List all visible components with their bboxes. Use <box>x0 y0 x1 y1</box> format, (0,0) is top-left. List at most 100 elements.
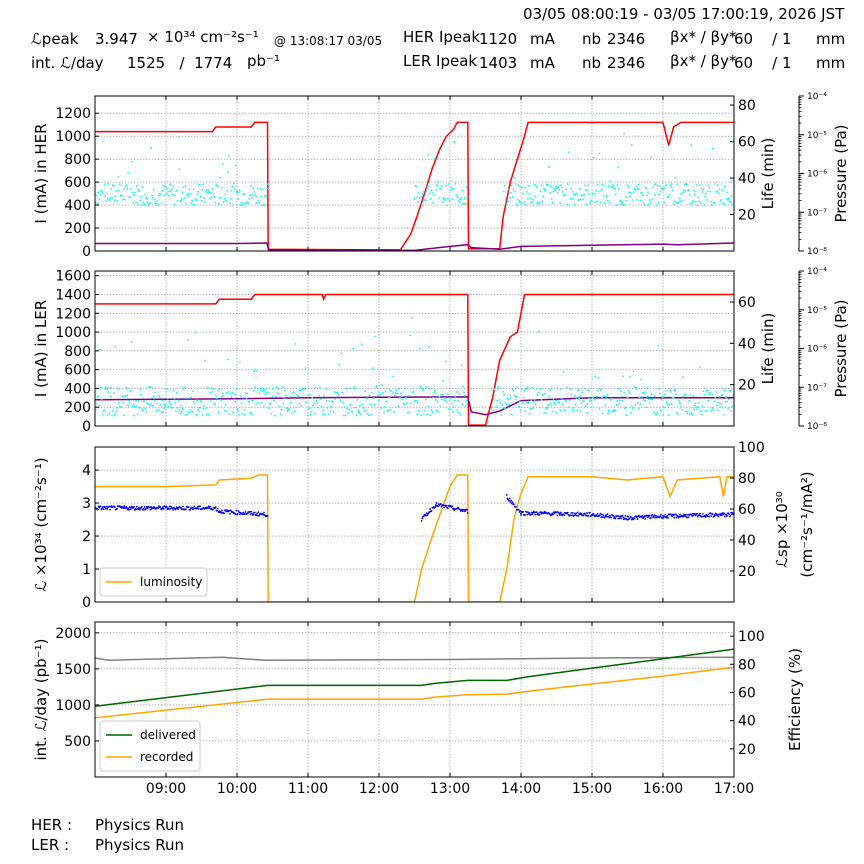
lifetime-point <box>153 399 156 402</box>
lifetime-point <box>496 399 499 402</box>
lifetime-point <box>700 413 703 416</box>
lifetime-point <box>653 411 655 413</box>
lifetime-point <box>600 388 602 391</box>
ler-status-value: Physics Run <box>95 836 185 854</box>
lifetime-point <box>164 405 167 407</box>
lifetime-point <box>399 396 401 399</box>
lifetime-point <box>576 409 579 412</box>
lifetime-point <box>422 204 424 207</box>
specific-lum-point <box>219 510 222 513</box>
lifetime-point <box>592 396 595 398</box>
specific-lum-point <box>463 509 466 511</box>
lifetime-point <box>722 203 725 205</box>
lifetime-point <box>368 394 371 397</box>
lifetime-point <box>538 201 541 204</box>
lifetime-point <box>187 411 190 414</box>
lifetime-point <box>563 409 566 412</box>
lifetime-point <box>250 196 253 199</box>
lifetime-point <box>101 413 104 415</box>
pressure-tick-label: 10⁻⁴ <box>807 267 827 277</box>
lifetime-point <box>434 398 437 401</box>
specific-lum-point <box>510 499 512 502</box>
series-specific_lum <box>95 493 734 522</box>
her-status-value: Physics Run <box>95 816 185 834</box>
specific-lum-point <box>520 512 522 515</box>
lifetime-point <box>426 413 429 416</box>
lifetime-point <box>505 203 508 205</box>
lifetime-point <box>233 188 236 190</box>
lifetime-point <box>595 200 598 203</box>
specific-lum-point <box>729 515 732 517</box>
specific-lum-point <box>596 512 599 515</box>
lifetime-point <box>105 200 107 203</box>
lifetime-point <box>441 393 444 396</box>
lifetime-point <box>206 386 209 389</box>
lifetime-point <box>670 186 673 189</box>
lifetime-point <box>364 390 366 393</box>
specific-lum-point <box>149 508 152 511</box>
lifetime-point <box>151 194 153 197</box>
lifetime-point <box>725 396 728 399</box>
lifetime-point <box>727 408 729 411</box>
specific-lum-point <box>626 518 629 521</box>
specific-lum-point <box>110 505 113 508</box>
lifetime-point <box>248 197 251 200</box>
lifetime-point <box>397 404 400 407</box>
lifetime-point <box>141 409 144 412</box>
lifetime-point <box>645 186 648 189</box>
lifetime-point <box>670 391 672 393</box>
lifetime-point <box>348 387 351 390</box>
lifetime-point <box>685 410 688 413</box>
lifetime-point <box>361 403 364 406</box>
specific-lum-point <box>569 514 572 517</box>
lifetime-point <box>575 396 578 399</box>
lifetime-point <box>607 185 610 188</box>
specific-lum-point <box>696 512 698 515</box>
lifetime-point <box>690 144 693 147</box>
lifetime-point <box>547 184 550 186</box>
lifetime-point <box>387 409 389 412</box>
lifetime-point <box>721 394 723 396</box>
specific-lum-point <box>168 505 171 508</box>
specific-lum-point <box>723 512 725 515</box>
lifetime-point <box>229 197 232 200</box>
lifetime-point <box>601 183 604 186</box>
specific-lum-point <box>255 512 258 515</box>
specific-lum-point <box>128 508 130 511</box>
lifetime-point <box>232 398 235 401</box>
specific-lum-point <box>662 517 664 519</box>
lifetime-point <box>688 413 691 415</box>
specific-lum-point <box>592 513 595 515</box>
lifetime-point <box>588 193 591 195</box>
lifetime-point <box>612 410 614 413</box>
lifetime-point <box>342 401 344 403</box>
lifetime-point <box>192 203 194 206</box>
plot-frame <box>94 270 735 427</box>
lifetime-point <box>658 392 661 395</box>
lifetime-point <box>548 166 551 168</box>
lifetime-point <box>650 156 653 159</box>
lifetime-point <box>651 198 654 201</box>
lifetime-point <box>586 403 589 405</box>
lifetime-point <box>259 187 262 190</box>
lifetime-point <box>560 397 563 400</box>
lifetime-point <box>173 203 176 206</box>
lifetime-point <box>150 403 153 406</box>
lifetime-point <box>436 400 439 403</box>
lifetime-point <box>445 400 448 403</box>
lifetime-point <box>163 407 165 410</box>
specific-lum-point <box>420 519 423 522</box>
lifetime-point <box>430 189 433 192</box>
lifetime-point <box>665 184 668 186</box>
lifetime-point <box>606 194 608 197</box>
lifetime-point <box>566 386 568 389</box>
lifetime-point <box>525 387 528 390</box>
lifetime-point <box>673 200 676 203</box>
lifetime-point <box>512 390 515 392</box>
lifetime-point <box>199 195 202 198</box>
lifetime-point <box>328 400 331 402</box>
specific-lum-point <box>574 512 576 515</box>
lifetime-point <box>128 399 130 402</box>
specific-lum-point <box>138 506 140 509</box>
lifetime-point <box>597 190 600 193</box>
